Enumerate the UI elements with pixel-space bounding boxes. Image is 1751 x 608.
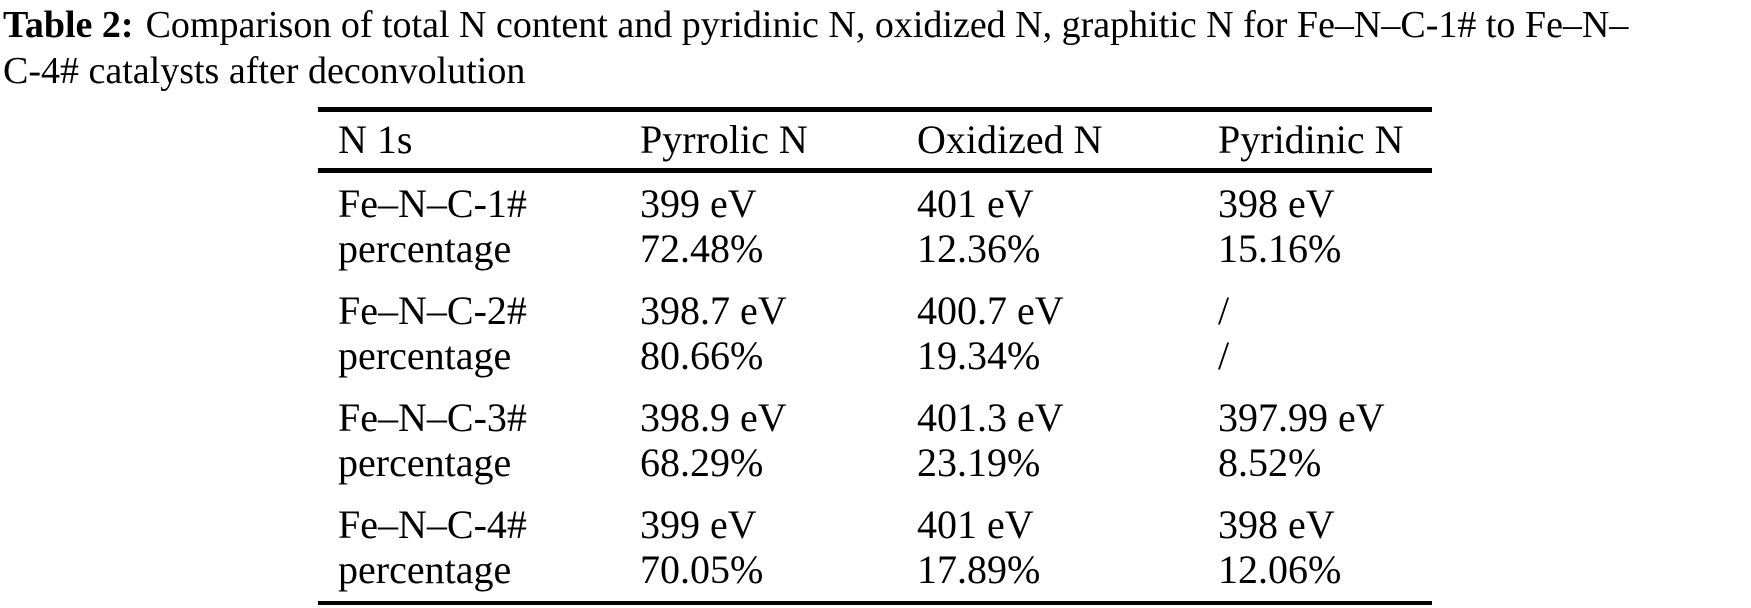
cell-value: 398 eV xyxy=(1218,502,1335,547)
row-label: percentage xyxy=(338,547,512,592)
caption-text-line1: Comparison of total N content and pyridi… xyxy=(145,4,1629,46)
cell-value: 400.7 eV xyxy=(917,288,1064,333)
row-label: percentage xyxy=(338,440,512,485)
cell-value: 401 eV xyxy=(917,502,1034,547)
table-caption: Table 2: Comparison of total N content an… xyxy=(3,2,1751,94)
table-row-group-fenc3: Fe–N–C-3# 398.9 eV 401.3 eV 397.99 eV pe… xyxy=(318,387,1432,494)
row-label: Fe–N–C-3# xyxy=(338,395,527,440)
table-row-group-fenc2: Fe–N–C-2# 398.7 eV 400.7 eV / percentage… xyxy=(318,280,1432,387)
table-row-group-fenc4: Fe–N–C-4# 399 eV 401 eV 398 eV percentag… xyxy=(318,494,1432,601)
cell-value: 398.7 eV xyxy=(640,288,787,333)
table-top-rule xyxy=(318,107,1432,112)
cell-value: 15.16% xyxy=(1218,226,1342,271)
cell-value: 398.9 eV xyxy=(640,395,787,440)
row-label: Fe–N–C-1# xyxy=(338,181,527,226)
cell-value: 70.05% xyxy=(640,547,764,592)
caption-line-1: Table 2: Comparison of total N content an… xyxy=(3,2,1751,48)
cell-value: 12.06% xyxy=(1218,547,1342,592)
cell-value: 401.3 eV xyxy=(917,395,1064,440)
caption-table-number: Table 2: xyxy=(3,4,134,46)
row-label: percentage xyxy=(338,333,512,378)
cell-value: / xyxy=(1218,288,1230,333)
cell-value: 17.89% xyxy=(917,547,1041,592)
cell-value: 23.19% xyxy=(917,440,1041,485)
table-header-rule xyxy=(318,168,1432,173)
cell-value: 12.36% xyxy=(917,226,1041,271)
data-table: N 1s Pyrrolic N Oxidized N Pyridinic N F… xyxy=(318,107,1432,605)
cell-value: 19.34% xyxy=(917,333,1041,378)
cell-value: / xyxy=(1218,333,1230,378)
table-bottom-rule xyxy=(318,601,1432,605)
cell-value: 80.66% xyxy=(640,333,764,378)
table-row-ev: Fe–N–C-2# 398.7 eV 400.7 eV / xyxy=(318,288,1432,333)
table-row-percentage: percentage 72.48% 12.36% 15.16% xyxy=(318,226,1432,271)
row-label: Fe–N–C-2# xyxy=(338,288,527,333)
row-label: percentage xyxy=(338,226,512,271)
cell-value: 399 eV xyxy=(640,502,757,547)
cell-value: 72.48% xyxy=(640,226,764,271)
row-label: Fe–N–C-4# xyxy=(338,502,527,547)
table-row-percentage: percentage 70.05% 17.89% 12.06% xyxy=(318,547,1432,592)
cell-value: 68.29% xyxy=(640,440,764,485)
table-row-ev: Fe–N–C-4# 399 eV 401 eV 398 eV xyxy=(318,502,1432,547)
cell-value: 399 eV xyxy=(640,181,757,226)
table-row-ev: Fe–N–C-3# 398.9 eV 401.3 eV 397.99 eV xyxy=(318,395,1432,440)
table-header-row: N 1s Pyrrolic N Oxidized N Pyridinic N xyxy=(318,112,1432,168)
column-header-oxidized: Oxidized N xyxy=(917,117,1103,162)
table-row-percentage: percentage 80.66% 19.34% / xyxy=(318,333,1432,378)
cell-value: 8.52% xyxy=(1218,440,1322,485)
cell-value: 401 eV xyxy=(917,181,1034,226)
caption-line-2: C-4# catalysts after deconvolution xyxy=(3,50,526,92)
table-row-ev: Fe–N–C-1# 399 eV 401 eV 398 eV xyxy=(318,181,1432,226)
cell-value: 397.99 eV xyxy=(1218,395,1385,440)
column-header-pyrrolic: Pyrrolic N xyxy=(640,117,808,162)
table-row-percentage: percentage 68.29% 23.19% 8.52% xyxy=(318,440,1432,485)
column-header-n1s: N 1s xyxy=(338,117,413,162)
cell-value: 398 eV xyxy=(1218,181,1335,226)
column-header-pyridinic: Pyridinic N xyxy=(1218,117,1404,162)
table-row-group-fenc1: Fe–N–C-1# 399 eV 401 eV 398 eV percentag… xyxy=(318,173,1432,280)
